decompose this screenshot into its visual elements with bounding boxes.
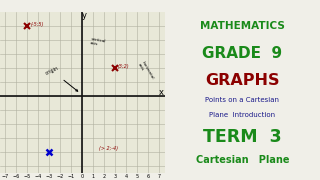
Text: GRAPHS: GRAPHS xyxy=(205,73,280,89)
Text: TERM  3: TERM 3 xyxy=(203,128,282,146)
Text: vertical
axis: vertical axis xyxy=(90,37,107,48)
Text: GRADE  9: GRADE 9 xyxy=(202,46,283,61)
Text: MATHEMATICS: MATHEMATICS xyxy=(200,21,285,31)
Text: Plane  Introduction: Plane Introduction xyxy=(209,112,276,118)
Text: (3;2): (3;2) xyxy=(117,64,129,69)
Text: origin: origin xyxy=(44,65,78,91)
Text: Cartesian   Plane: Cartesian Plane xyxy=(196,155,289,165)
Text: Points on a Cartesian: Points on a Cartesian xyxy=(205,97,279,103)
Text: y: y xyxy=(82,11,86,20)
Text: horizontal
axis: horizontal axis xyxy=(137,61,155,83)
Text: (-5;5): (-5;5) xyxy=(30,22,44,27)
Text: x: x xyxy=(159,88,164,97)
Text: (> 2;-4): (> 2;-4) xyxy=(99,147,118,152)
